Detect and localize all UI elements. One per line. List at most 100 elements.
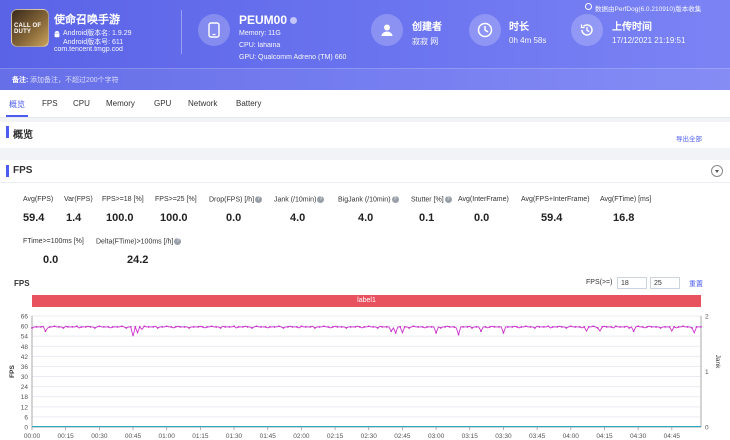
device-name: PEUM00 bbox=[239, 13, 298, 27]
fps-point bbox=[170, 326, 173, 328]
tab-fps[interactable]: FPS bbox=[42, 99, 58, 108]
label-bar[interactable]: label1 bbox=[32, 295, 701, 307]
y-tick-label: 54 bbox=[21, 334, 29, 341]
package-name: com.tencent.tmgp.cod bbox=[54, 46, 123, 53]
tab-cpu[interactable]: CPU bbox=[73, 99, 90, 108]
fps-point bbox=[242, 326, 244, 328]
fps-point bbox=[417, 326, 420, 328]
stat-value: 24.2 bbox=[127, 254, 149, 266]
fps-point bbox=[269, 326, 271, 328]
fps-point bbox=[111, 326, 114, 328]
tab-memory[interactable]: Memory bbox=[106, 99, 135, 108]
remark-label: 备注: bbox=[12, 77, 29, 84]
fps-point bbox=[695, 326, 698, 328]
fps-point bbox=[291, 326, 294, 328]
export-all-link[interactable]: 导出全部 bbox=[676, 136, 702, 143]
fps-point bbox=[188, 327, 191, 329]
section-marker bbox=[6, 165, 9, 177]
fps-point bbox=[691, 327, 693, 329]
fps-point bbox=[650, 326, 653, 328]
remark-input[interactable]: 添加备注，不超过200个字符 bbox=[30, 77, 119, 84]
fps-filter-label: FPS(>=) bbox=[586, 279, 613, 286]
x-tick-label: 02:45 bbox=[394, 433, 411, 440]
fps-point bbox=[134, 326, 137, 328]
y-tick-label: 36 bbox=[21, 364, 29, 371]
x-tick-label: 04:30 bbox=[630, 433, 647, 440]
fps-point bbox=[363, 326, 366, 328]
fps-point bbox=[156, 327, 159, 329]
fps-point bbox=[596, 327, 599, 329]
x-tick-label: 02:30 bbox=[361, 433, 378, 440]
fps-point bbox=[237, 326, 240, 328]
active-tab-indicator bbox=[6, 115, 28, 117]
tab-overview[interactable]: 概览 bbox=[9, 100, 25, 109]
x-tick-label: 00:45 bbox=[125, 433, 142, 440]
tab-bar: 概览 FPS CPU Memory GPU Network Battery bbox=[0, 90, 730, 118]
help-icon[interactable]: ? bbox=[444, 196, 452, 203]
fps-point bbox=[53, 325, 56, 328]
fps-point bbox=[560, 326, 563, 328]
fps-point bbox=[484, 326, 487, 328]
fps-point bbox=[700, 326, 702, 328]
fps-threshold-input-1[interactable] bbox=[617, 277, 647, 289]
android-icon bbox=[54, 30, 60, 38]
fps-point bbox=[300, 325, 303, 328]
stat-label: FPS>=25 [%] bbox=[155, 196, 197, 203]
duration-value: 0h 4m 58s bbox=[509, 36, 547, 45]
fps-point bbox=[192, 326, 195, 328]
x-tick-label: 00:30 bbox=[91, 433, 108, 440]
fps-point bbox=[224, 326, 226, 328]
fps-point bbox=[686, 326, 689, 328]
fps-point bbox=[569, 325, 572, 328]
clock-icon bbox=[469, 14, 501, 46]
collapse-button[interactable] bbox=[711, 165, 723, 177]
help-icon[interactable]: ? bbox=[255, 196, 263, 203]
info-icon[interactable] bbox=[290, 17, 298, 25]
device-cpu: CPU: lahaina bbox=[239, 42, 281, 49]
fps-point bbox=[345, 327, 348, 329]
stat-label: FPS>=18 [%] bbox=[102, 196, 144, 203]
fps-point bbox=[89, 326, 92, 328]
user-icon bbox=[371, 14, 403, 46]
help-icon[interactable]: ? bbox=[317, 196, 325, 203]
y-tick-label: 48 bbox=[21, 344, 29, 351]
help-icon[interactable]: ? bbox=[391, 196, 399, 203]
fps-point bbox=[655, 326, 658, 328]
fps-threshold-input-2[interactable] bbox=[650, 277, 680, 289]
tab-battery[interactable]: Battery bbox=[236, 99, 262, 108]
fps-point bbox=[547, 325, 550, 328]
y-tick-label: 30 bbox=[21, 374, 29, 381]
fps-point bbox=[116, 326, 119, 328]
tab-network[interactable]: Network bbox=[188, 99, 218, 108]
fps-point bbox=[246, 326, 249, 328]
fps-point bbox=[641, 326, 644, 328]
fps-point bbox=[336, 326, 339, 328]
fps-point bbox=[161, 326, 164, 328]
upload-title: 上传时间 bbox=[612, 22, 652, 33]
reset-button[interactable]: 重置 bbox=[689, 281, 703, 288]
fps-point bbox=[623, 326, 626, 328]
divider bbox=[0, 182, 730, 183]
header-divider bbox=[181, 10, 182, 54]
fps-point bbox=[511, 326, 514, 328]
fps-point bbox=[646, 326, 649, 328]
y2-axis-label: Jank bbox=[714, 355, 721, 369]
fps-point bbox=[278, 325, 280, 328]
stat-value: 1.4 bbox=[66, 212, 82, 224]
y-tick-label: 12 bbox=[21, 404, 29, 411]
fps-point bbox=[426, 326, 429, 328]
fps-point bbox=[179, 326, 182, 328]
fps-point bbox=[556, 326, 559, 328]
fps-point bbox=[583, 326, 586, 328]
fps-point bbox=[682, 325, 684, 328]
fps-point bbox=[331, 326, 334, 328]
help-icon[interactable]: ? bbox=[174, 238, 182, 245]
game-name: 使命召唤手游 bbox=[54, 14, 120, 26]
remark-bar[interactable]: 备注: 添加备注，不超过200个字符 bbox=[0, 68, 730, 90]
fps-point bbox=[67, 326, 69, 328]
fps-point bbox=[574, 326, 577, 328]
fps-point bbox=[152, 326, 155, 328]
tab-gpu[interactable]: GPU bbox=[154, 99, 172, 108]
fps-point bbox=[273, 326, 276, 328]
